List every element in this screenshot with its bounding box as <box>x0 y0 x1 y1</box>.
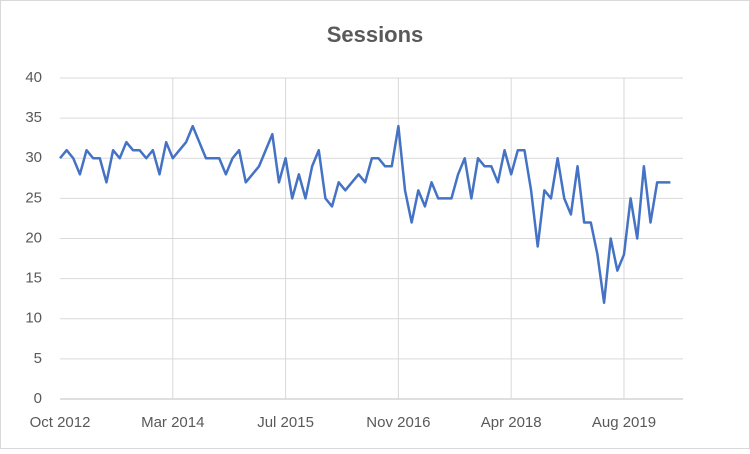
x-tick-label: Oct 2012 <box>30 414 91 431</box>
x-tick-label: Jul 2015 <box>257 414 314 431</box>
chart-title: Sessions <box>327 22 424 47</box>
x-tick-label: Nov 2016 <box>366 414 430 431</box>
y-tick-label: 5 <box>34 350 42 367</box>
y-tick-label: 0 <box>34 390 42 407</box>
y-tick-label: 40 <box>25 69 42 86</box>
x-tick-label: Aug 2019 <box>592 414 656 431</box>
line-series <box>59 124 671 304</box>
x-tick-label: Apr 2018 <box>481 414 542 431</box>
y-tick-label: 15 <box>25 270 42 287</box>
y-tick-label: 25 <box>25 189 42 206</box>
x-tick-label: Mar 2014 <box>141 414 204 431</box>
y-tick-label: 10 <box>25 310 42 327</box>
y-tick-label: 30 <box>25 149 42 166</box>
y-tick-label: 35 <box>25 109 42 126</box>
y-tick-label: 20 <box>25 229 42 246</box>
